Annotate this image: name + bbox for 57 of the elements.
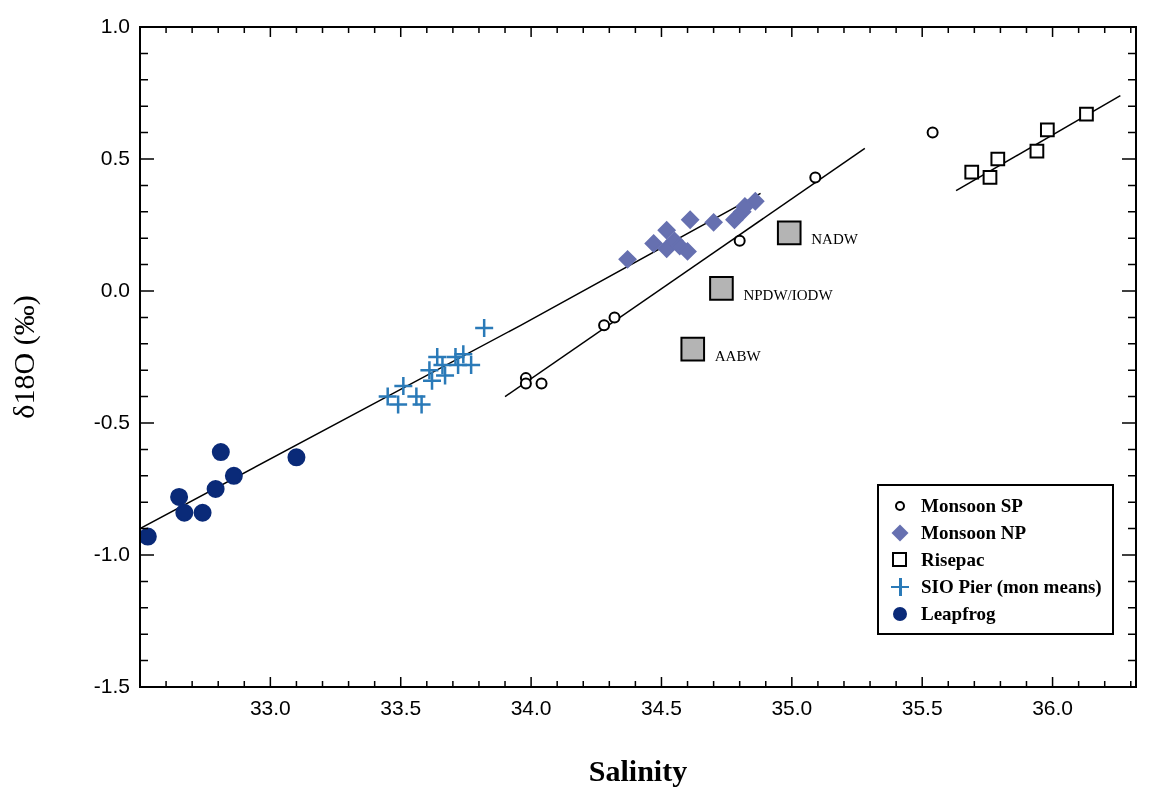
legend-label: Monsoon SP xyxy=(921,494,1023,517)
point xyxy=(990,151,1006,167)
legend-label: Monsoon NP xyxy=(921,521,1027,544)
legend-label: Leapfrog xyxy=(921,602,996,625)
point xyxy=(776,220,802,246)
annotation: NPDW/IODW xyxy=(743,286,834,303)
x-tick-label: 35.5 xyxy=(901,696,943,720)
point xyxy=(211,443,230,462)
point xyxy=(809,171,822,184)
point xyxy=(608,311,621,324)
point xyxy=(519,377,532,390)
point xyxy=(680,336,706,362)
point xyxy=(704,213,723,232)
point xyxy=(618,250,637,269)
point xyxy=(170,487,189,506)
point xyxy=(982,170,998,185)
point xyxy=(681,210,700,229)
x-tick-label: 36.0 xyxy=(1032,696,1073,720)
x-tick-label: 33.5 xyxy=(380,696,422,720)
point xyxy=(473,317,495,339)
point xyxy=(287,448,306,467)
legend-label: Risepac xyxy=(921,548,985,571)
annotation: NADW xyxy=(811,231,859,248)
point xyxy=(598,319,611,332)
point xyxy=(733,234,746,247)
y-axis-title: δ18O (‰) xyxy=(6,295,41,419)
x-tick-label: 33.0 xyxy=(249,696,291,720)
point xyxy=(206,480,225,498)
x-tick-label: 34.5 xyxy=(641,696,682,720)
y-tick-label: 0.0 xyxy=(100,277,130,301)
y-tick-label: -1.5 xyxy=(93,673,130,697)
y-tick-label: 0.5 xyxy=(100,145,130,169)
y-tick-label: 1.0 xyxy=(100,13,130,37)
point xyxy=(709,276,734,301)
point xyxy=(926,126,939,139)
point xyxy=(1039,122,1055,138)
point xyxy=(434,365,456,386)
y-tick-label: -1.0 xyxy=(93,541,130,565)
point xyxy=(175,503,194,522)
point xyxy=(535,377,548,390)
point xyxy=(1029,143,1045,159)
x-tick-label: 34.0 xyxy=(510,696,552,720)
point xyxy=(421,370,443,392)
point xyxy=(1079,106,1094,122)
annotation: AABW xyxy=(714,347,762,364)
y-tick-label: -0.5 xyxy=(93,409,130,433)
point xyxy=(140,527,157,546)
point xyxy=(746,192,765,211)
x-tick-label: 35.0 xyxy=(771,696,813,720)
point xyxy=(224,466,243,485)
point xyxy=(964,164,980,180)
point xyxy=(193,503,212,522)
point xyxy=(657,221,676,240)
x-axis-title: Salinity xyxy=(588,753,688,787)
legend-label: SIO Pier (mon means) xyxy=(921,575,1102,598)
point xyxy=(419,359,440,381)
point xyxy=(644,234,663,253)
